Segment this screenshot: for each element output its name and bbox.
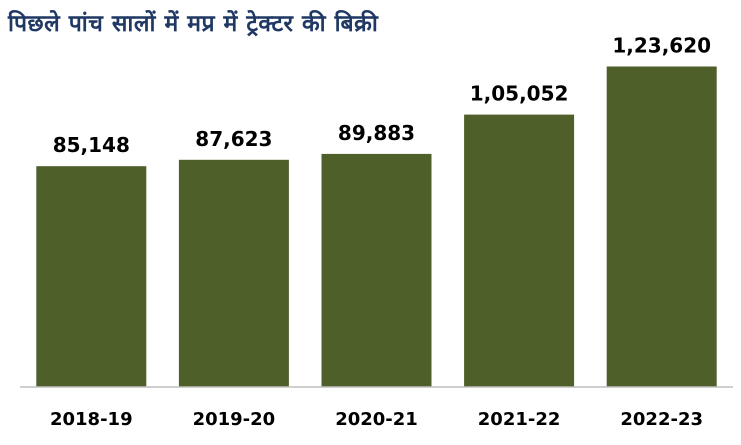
value-label-2019-20: 87,623	[195, 127, 272, 151]
value-label-2022-23: 1,23,620	[612, 34, 711, 58]
x-tick-label-2022-23: 2022-23	[620, 409, 703, 430]
labels-group: 85,148 2018-19 87,623 2019-20 89,883 2020-21 1…	[50, 34, 711, 431]
bar-2021-22	[464, 114, 575, 387]
bar-2019-20	[178, 159, 289, 387]
bars-group	[36, 66, 717, 387]
bar-2020-21	[321, 153, 432, 387]
x-tick-label-2020-21: 2020-21	[335, 409, 418, 430]
chart-title: पिछले पांच सालों में मप्र में ट्रेक्टर क…	[8, 11, 379, 37]
x-tick-label-2019-20: 2019-20	[193, 409, 276, 430]
value-label-2020-21: 89,883	[338, 121, 415, 145]
x-tick-label-2021-22: 2021-22	[478, 409, 561, 430]
value-label-2021-22: 1,05,052	[470, 82, 569, 106]
bar-2018-19	[36, 166, 147, 387]
bar-2022-23	[606, 66, 717, 387]
value-label-2018-19: 85,148	[53, 133, 130, 157]
x-tick-label-2018-19: 2018-19	[50, 409, 133, 430]
